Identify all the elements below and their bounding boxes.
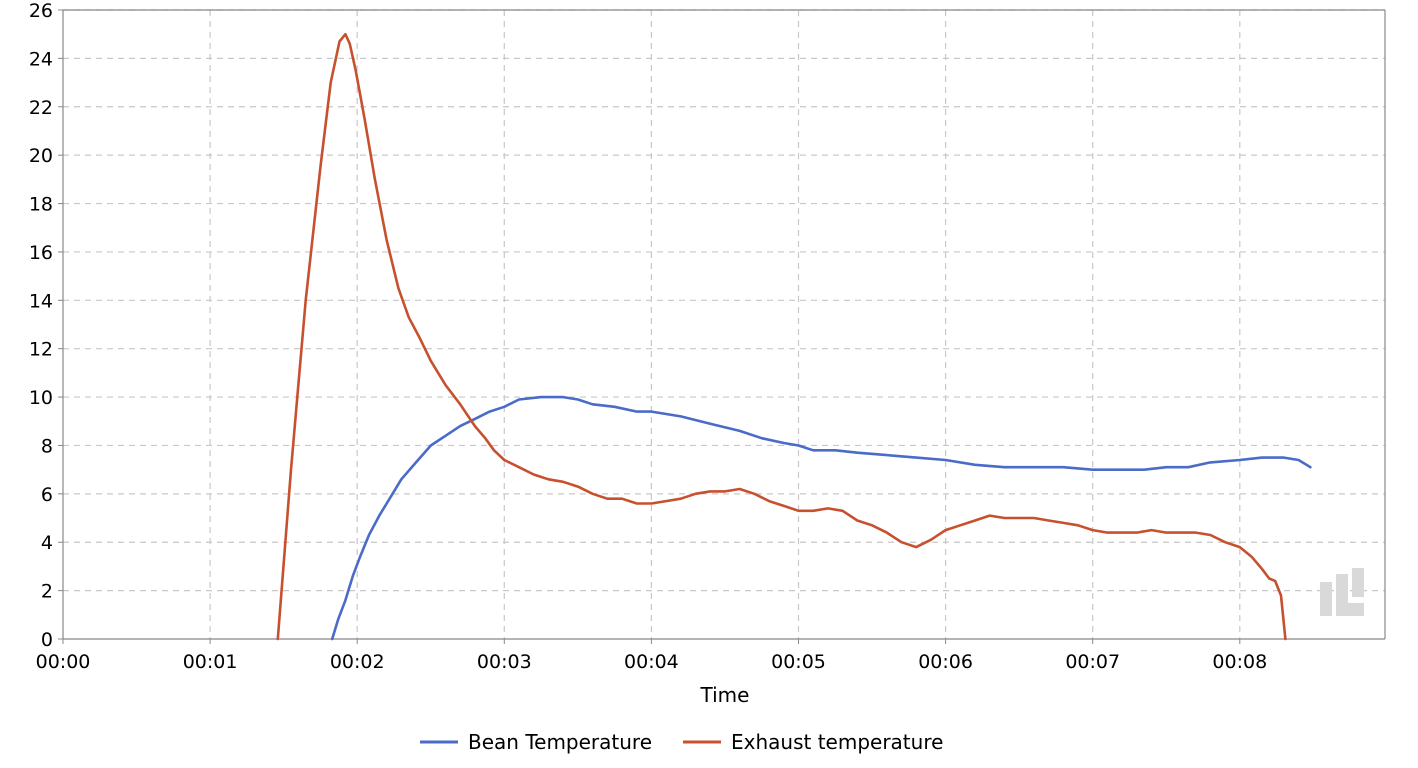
legend-label: Bean Temperature: [468, 730, 652, 754]
y-tick-label: 8: [41, 435, 53, 457]
y-tick-label: 26: [29, 0, 53, 22]
y-tick-label: 10: [29, 387, 53, 409]
x-tick-label: 00:05: [771, 651, 826, 673]
y-tick-label: 22: [29, 97, 53, 119]
y-tick-label: 6: [41, 484, 53, 506]
x-axis-title: Time: [700, 683, 750, 707]
y-tick-label: 18: [29, 194, 53, 216]
y-tick-label: 0: [41, 629, 53, 651]
app-logo-watermark: [1320, 568, 1364, 616]
y-tick-label: 14: [29, 290, 53, 312]
legend: Bean Temperature Exhaust temperature: [420, 730, 943, 754]
series: [276, 32, 1312, 641]
y-tick-label: 20: [29, 145, 53, 167]
x-tick-label: 00:07: [1065, 651, 1120, 673]
x-tick-label: 00:00: [36, 651, 91, 673]
x-tick-label: 00:02: [330, 651, 385, 673]
y-tick-label: 2: [41, 581, 53, 603]
y-tick-label: 24: [29, 48, 53, 70]
y-tick-label: 4: [41, 532, 53, 554]
y-tick-label: 12: [29, 339, 53, 361]
axes: [58, 9, 1386, 644]
x-tick-label: 00:01: [183, 651, 238, 673]
legend-label: Exhaust temperature: [731, 730, 943, 754]
x-tick-label: 00:08: [1212, 651, 1267, 673]
x-tick-label: 00:04: [624, 651, 679, 673]
y-tick-label: 16: [29, 242, 53, 264]
series-line-0: [330, 395, 1312, 641]
series-line-1: [276, 32, 1287, 641]
x-tick-label: 00:03: [477, 651, 532, 673]
x-tick-label: 00:06: [918, 651, 973, 673]
